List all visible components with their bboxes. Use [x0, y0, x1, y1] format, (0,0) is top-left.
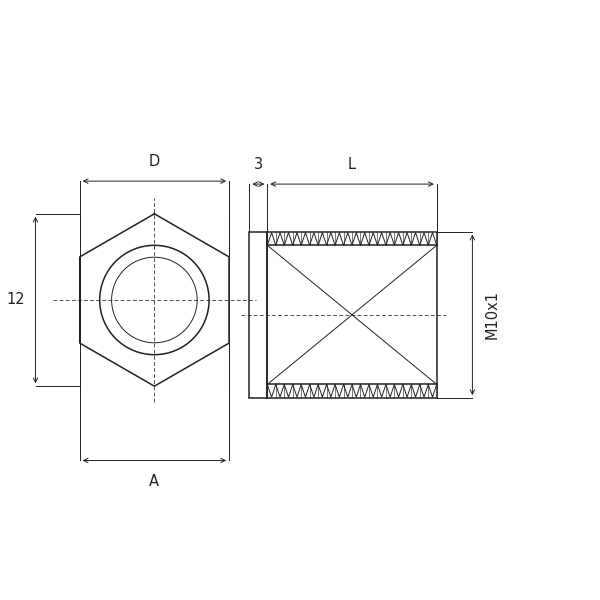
Text: A: A — [149, 473, 160, 488]
Text: 12: 12 — [6, 292, 25, 307]
Text: 3: 3 — [254, 157, 263, 172]
Text: L: L — [348, 157, 356, 172]
Text: M10x1: M10x1 — [484, 290, 499, 340]
Text: D: D — [149, 154, 160, 169]
